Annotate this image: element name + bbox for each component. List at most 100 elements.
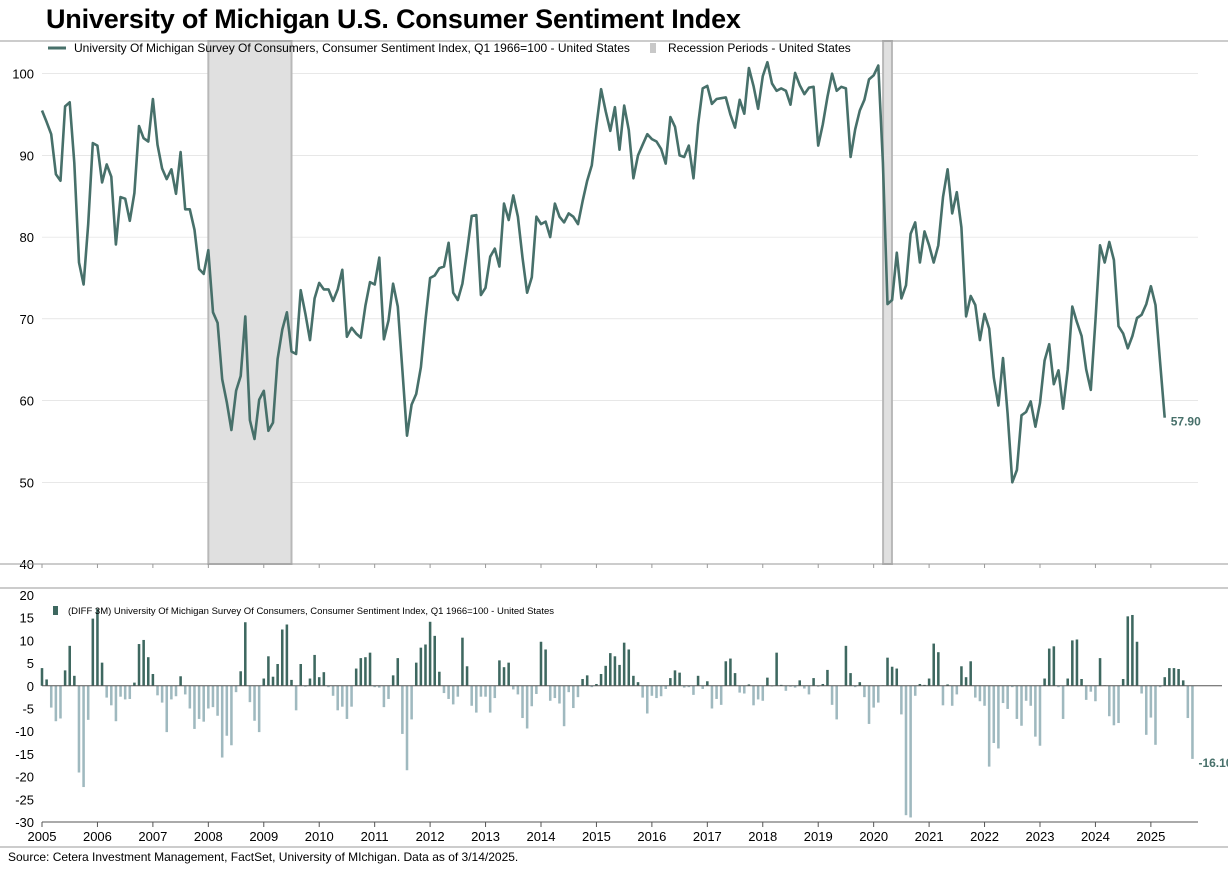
bar xyxy=(123,685,127,700)
bar xyxy=(479,685,483,697)
bar xyxy=(955,685,959,695)
bar xyxy=(45,679,48,686)
bar xyxy=(558,685,561,704)
bar xyxy=(290,679,293,686)
bar xyxy=(853,685,857,688)
bar xyxy=(890,666,894,686)
bar xyxy=(336,685,339,711)
bar xyxy=(170,685,173,700)
bar xyxy=(248,685,252,703)
bar xyxy=(119,685,122,697)
bar xyxy=(354,668,358,686)
bar xyxy=(1001,685,1005,704)
x-tick-label: 2013 xyxy=(471,829,500,844)
bar xyxy=(1080,678,1083,686)
bar xyxy=(867,685,871,724)
x-tick-label: 2009 xyxy=(249,829,278,844)
x-tick-label: 2016 xyxy=(637,829,666,844)
bar xyxy=(516,685,520,695)
bar xyxy=(1043,678,1046,686)
bar xyxy=(932,643,935,686)
bar xyxy=(165,685,169,733)
bar xyxy=(1024,685,1028,701)
y-tick-label: 80 xyxy=(20,230,34,245)
bar xyxy=(858,682,862,686)
y-tick-label: -25 xyxy=(15,792,34,807)
bar xyxy=(68,645,71,686)
bar xyxy=(1181,680,1185,686)
bar xyxy=(128,685,132,699)
bar xyxy=(410,685,413,720)
bar xyxy=(451,685,455,705)
bar xyxy=(1010,685,1014,688)
recession-band xyxy=(207,40,293,565)
bar xyxy=(877,685,880,703)
bar xyxy=(285,624,289,686)
bar xyxy=(669,678,672,686)
bar xyxy=(724,661,728,686)
bar xyxy=(636,682,640,686)
bar xyxy=(151,673,155,686)
y-tick-label: 20 xyxy=(20,588,34,603)
bar xyxy=(373,685,376,688)
bar xyxy=(525,685,529,729)
bar xyxy=(475,685,478,713)
bar xyxy=(382,685,386,708)
y-tick-label: 0 xyxy=(27,679,34,694)
bar xyxy=(179,676,182,686)
bar xyxy=(216,685,219,716)
bar xyxy=(576,685,580,698)
x-tick-label: 2019 xyxy=(804,829,833,844)
bar xyxy=(678,672,681,686)
bar xyxy=(447,685,450,699)
bar xyxy=(188,685,192,709)
bar xyxy=(673,670,677,686)
bar xyxy=(1015,685,1019,719)
x-tick-label: 2022 xyxy=(970,829,999,844)
bar xyxy=(650,685,654,696)
bar xyxy=(299,664,303,686)
bar xyxy=(378,685,381,688)
bar xyxy=(230,685,233,746)
x-tick-label: 2005 xyxy=(28,829,57,844)
bar xyxy=(100,662,104,686)
bar xyxy=(1172,668,1176,686)
bar xyxy=(433,635,436,686)
bar xyxy=(484,685,487,697)
bar xyxy=(821,683,825,686)
bar xyxy=(826,669,829,686)
y-tick-label: -10 xyxy=(15,724,34,739)
bar xyxy=(544,649,547,686)
x-tick-label: 2025 xyxy=(1136,829,1165,844)
source-note: Source: Cetera Investment Management, Fa… xyxy=(8,850,519,864)
bar xyxy=(1135,641,1139,686)
bar xyxy=(941,685,945,706)
bar xyxy=(1121,678,1125,686)
bar xyxy=(937,652,940,686)
bar xyxy=(886,657,889,686)
bar xyxy=(359,658,363,686)
bar xyxy=(114,685,118,722)
y-tick-label: 50 xyxy=(20,475,34,490)
y-tick-label: -15 xyxy=(15,747,34,762)
bar xyxy=(761,685,765,701)
legend-recession-swatch xyxy=(650,43,656,53)
y-tick-label: 70 xyxy=(20,312,34,327)
bar xyxy=(585,675,589,686)
bar xyxy=(96,608,99,686)
sentiment-series: 57.90 xyxy=(40,60,1201,484)
bar xyxy=(872,685,875,708)
bar xyxy=(849,673,852,686)
bar xyxy=(1061,685,1065,719)
y-tick-label: -5 xyxy=(22,702,34,717)
bar xyxy=(553,685,557,699)
bar xyxy=(331,685,335,696)
recession-bands xyxy=(207,40,893,565)
bar xyxy=(1098,658,1102,686)
bar xyxy=(197,685,201,719)
bar xyxy=(1131,614,1134,686)
bar xyxy=(1020,685,1023,726)
bar xyxy=(978,685,982,702)
top-panel-legend: University Of Michigan Survey Of Consume… xyxy=(48,41,851,55)
